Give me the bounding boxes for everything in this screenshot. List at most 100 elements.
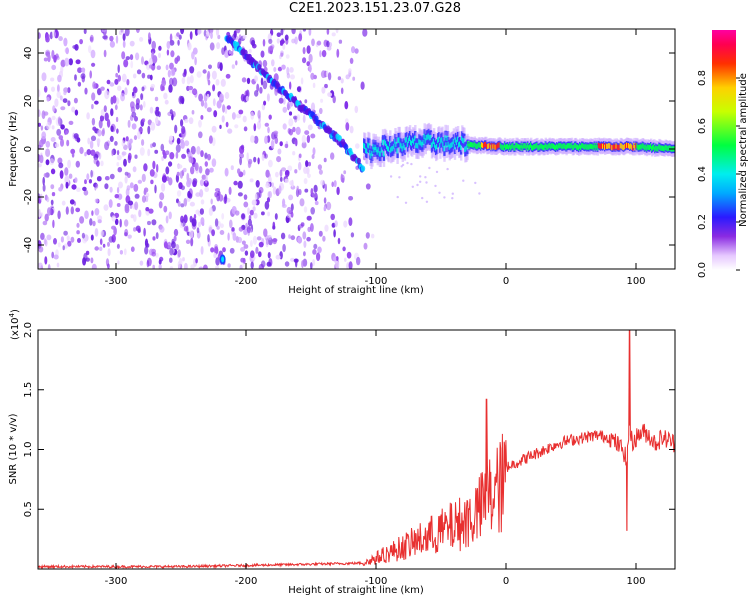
noise-speckle [127,200,134,206]
noise-speckle [262,39,266,47]
diagonal-track-mark [360,165,366,172]
snr-y-axis: 0.5 1.0 1.5 2.0 [23,322,675,517]
snr-frame [37,329,676,570]
noise-speckle [90,135,97,142]
noise-speckle [242,34,247,39]
noise-speckle [77,81,82,87]
noise-speckle [206,107,212,113]
noise-speckle [170,68,176,77]
noise-speckle [111,215,116,222]
noise-speckle [231,112,236,120]
noise-speckle [92,126,97,131]
noise-speckle [88,179,92,184]
noise-speckle [230,165,234,171]
noise-speckle [117,85,122,92]
noise-speckle [97,219,102,224]
noise-speckle [282,97,286,105]
noise-speckle [216,100,222,109]
noise-speckle [248,215,252,221]
noise-speckle [240,247,246,252]
noise-speckle [349,125,354,134]
noise-speckle [71,106,76,113]
noise-speckle [318,169,323,175]
noise-speckle [306,236,311,242]
noise-speckle [327,72,332,81]
noise-speckle [186,179,191,188]
noise-speckle [67,100,71,107]
noise-speckle [278,185,282,194]
noise-speckle [181,153,187,159]
noise-speckle [250,240,253,247]
noise-speckle [139,104,143,111]
noise-speckle [266,261,272,267]
noise-speckle [278,97,284,104]
noise-speckle [219,230,225,235]
noise-speckle [165,166,170,175]
noise-speckle [360,81,365,90]
noise-speckle [256,236,262,241]
noise-speckle [181,77,186,85]
colorbar-tick-label: 0.0 [697,262,708,278]
noise-speckle [99,238,103,245]
noise-speckle [293,115,298,120]
noise-speckle [146,63,151,70]
noise-speckle [256,120,262,130]
noise-speckle [152,236,156,241]
noise-speckle [237,236,243,244]
noise-speckle [150,83,156,89]
noise-speckle [264,153,268,159]
noise-speckle [98,152,102,160]
noise-speckle [198,266,204,269]
noise-speckle [211,158,217,168]
snr-line [38,330,675,569]
noise-speckle [65,47,69,55]
noise-speckle [268,191,273,199]
noise-speckle [190,145,196,155]
noise-speckle [124,29,130,37]
noise-speckle [330,152,335,160]
noise-speckle [115,35,119,44]
noise-speckle [107,248,111,257]
noise-speckle [284,34,289,41]
noise-speckle [284,143,289,149]
noise-speckle [144,238,149,248]
noise-speckle [253,135,259,144]
noise-speckle [186,76,191,85]
noise-speckle [50,199,54,206]
noise-speckle [311,154,315,160]
noise-speckle [109,40,115,48]
noise-speckle [196,227,200,234]
noise-speckle [275,171,279,178]
noise-speckle [326,29,330,35]
noise-speckle [51,251,55,259]
noise-speckle [114,218,119,225]
noise-speckle [150,179,154,185]
noise-speckle [305,160,309,168]
noise-speckle [72,45,78,49]
noise-speckle [288,194,294,201]
noise-speckle [124,176,128,184]
noise-speckle [70,148,76,155]
noise-speckle [192,89,198,94]
noise-speckle [175,244,180,250]
noise-speckle [187,151,192,158]
noise-speckle [127,234,132,239]
noise-speckle [222,247,226,253]
noise-speckle [302,57,307,64]
noise-speckle [60,124,65,130]
noise-speckle [104,176,110,181]
noise-speckle [68,173,73,179]
noise-speckle [162,149,166,156]
noise-speckle [209,29,214,34]
noise-speckle [286,206,292,215]
noise-speckle [124,232,128,237]
noise-speckle [284,261,290,267]
noise-speckle [258,251,262,258]
noise-speckle [65,130,69,135]
noise-speckle [176,171,180,177]
noise-speckle [90,49,96,59]
noise-speckle [249,209,254,216]
noise-speckle [325,70,329,78]
noise-speckle [86,112,90,120]
noise-speckle [45,36,50,43]
